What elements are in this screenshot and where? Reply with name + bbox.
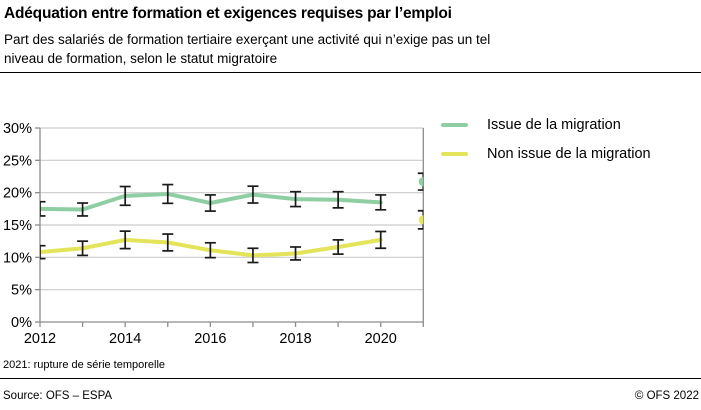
x-tick-label: 2020: [365, 331, 397, 347]
footer-divider: [0, 378, 701, 379]
legend-item-non-issue-migration: Non issue de la migration: [441, 139, 651, 168]
error-bar: [40, 244, 46, 260]
error-bar: [375, 194, 387, 211]
break-year-dot-issue-migration: [418, 177, 424, 187]
y-tick-label: 0%: [11, 315, 32, 331]
error-bar: [417, 172, 424, 191]
error-bar: [247, 185, 259, 204]
error-bar: [162, 183, 174, 205]
y-tick-label: 10%: [3, 250, 32, 266]
error-bar: [77, 240, 89, 257]
x-tick-label: 2018: [279, 331, 311, 347]
y-tick-label: 5%: [11, 283, 32, 299]
error-bar: [119, 185, 131, 207]
break-year-dot-non-issue-migration: [418, 215, 424, 225]
legend-swatch-non-issue-migration: [441, 151, 468, 156]
error-bar: [290, 246, 302, 261]
error-bar: [119, 230, 131, 250]
plot-data-layer: [40, 172, 424, 264]
x-tick-label: 2014: [109, 331, 141, 347]
legend-label-non-issue-migration: Non issue de la migration: [487, 145, 651, 162]
error-bar: [375, 230, 387, 250]
y-tick-label: 30%: [3, 121, 32, 137]
y-tick-label: 15%: [3, 218, 32, 234]
chart-title: Adéquation entre formation et exigences …: [4, 5, 452, 22]
subtitle-line-2: niveau de formation, selon le statut mig…: [4, 51, 278, 66]
legend-label-issue-migration: Issue de la migration: [487, 116, 621, 133]
legend-item-issue-migration: Issue de la migration: [441, 110, 651, 139]
error-bar: [417, 209, 424, 230]
error-bar: [290, 190, 302, 208]
subtitle-line-1: Part des salariés de formation tertiaire…: [4, 32, 491, 47]
error-bar: [332, 239, 344, 255]
error-bar: [77, 202, 89, 217]
x-tick-label: 2012: [24, 331, 56, 347]
legend: Issue de la migration Non issue de la mi…: [441, 110, 651, 168]
copyright-label: © OFS 2022: [634, 390, 699, 402]
error-bar: [332, 190, 344, 209]
chart-subtitle: Part des salariés de formation tertiaire…: [4, 30, 490, 68]
legend-swatch-issue-migration: [441, 122, 468, 127]
source-label: Source: OFS – ESPA: [3, 390, 113, 402]
y-tick-label: 20%: [3, 186, 32, 202]
y-tick-label: 25%: [3, 153, 32, 169]
error-bar: [204, 241, 216, 259]
error-bar: [247, 247, 259, 264]
error-bar: [40, 200, 46, 217]
error-bar: [162, 233, 174, 252]
header-divider: [0, 72, 701, 73]
x-tick-label: 2016: [194, 331, 226, 347]
series-break-footnote: 2021: rupture de série temporelle: [3, 359, 166, 371]
error-bar: [204, 194, 216, 212]
